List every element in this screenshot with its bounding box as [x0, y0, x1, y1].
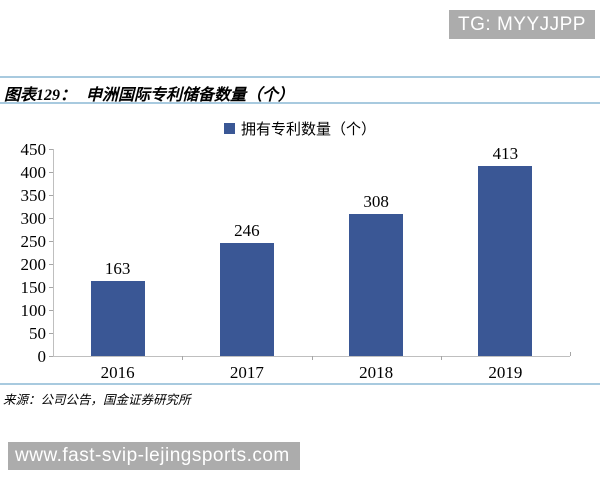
bar-2016	[90, 281, 145, 356]
figure-title-text: 申洲国际专利储备数量（个）	[86, 87, 295, 104]
bar-2018	[349, 214, 404, 356]
y-axis-tick	[49, 149, 53, 150]
y-axis-tick	[49, 195, 53, 196]
x-axis-category-label: 2019	[488, 363, 523, 382]
bar-value-label: 246	[234, 220, 260, 240]
x-axis-tick	[311, 356, 313, 360]
bar-value-label: 308	[363, 192, 389, 212]
x-axis-category-label: 2018	[359, 363, 394, 382]
y-axis-label: 350	[20, 185, 47, 205]
x-axis-tick	[182, 356, 184, 360]
bar-2019	[478, 166, 533, 356]
y-axis-tick	[49, 241, 53, 242]
chart-divider-bottom	[0, 383, 600, 385]
website-watermark: www.fast-svip-lejingsports.com	[8, 442, 300, 470]
x-axis-end-tick	[570, 352, 571, 356]
y-axis-label: 300	[20, 208, 47, 228]
x-axis-category-label: 2017	[229, 363, 264, 382]
title-divider-top	[0, 76, 600, 78]
y-axis-tick	[49, 310, 53, 311]
y-axis-tick	[49, 172, 53, 173]
bar-2017	[219, 242, 274, 356]
y-axis-label: 400	[20, 162, 47, 182]
y-axis-line	[53, 149, 54, 357]
y-axis-label: 50	[29, 323, 46, 343]
y-axis-tick	[49, 333, 53, 334]
figure-number-label: 图表129：	[4, 87, 77, 104]
y-axis-tick	[49, 287, 53, 288]
y-axis-label: 150	[20, 277, 47, 297]
y-axis-tick	[49, 218, 53, 219]
source-note: 来源：公司公告，国金证券研究所	[3, 393, 191, 407]
x-axis-category-label: 2016	[100, 363, 135, 382]
bar-value-label: 413	[492, 144, 519, 163]
y-axis-tick	[49, 264, 53, 265]
legend-swatch-icon	[223, 123, 235, 134]
y-axis-label: 250	[20, 231, 47, 251]
chart-legend: 拥有专利数量（个）	[0, 118, 600, 139]
figure-title: 图表129： 申洲国际专利储备数量（个）	[4, 81, 294, 105]
bar-value-label: 163	[104, 259, 131, 278]
y-axis-label: 0	[37, 346, 47, 366]
y-axis-label: 100	[20, 300, 47, 320]
y-axis-tick	[49, 356, 53, 357]
x-axis-tick	[440, 356, 442, 360]
legend-label: 拥有专利数量（个）	[240, 122, 376, 138]
title-divider-bottom	[0, 102, 600, 104]
y-axis-label: 450	[20, 139, 47, 159]
telegram-watermark-badge: TG: MYYJJPP	[449, 10, 595, 39]
y-axis-label: 200	[20, 254, 47, 274]
